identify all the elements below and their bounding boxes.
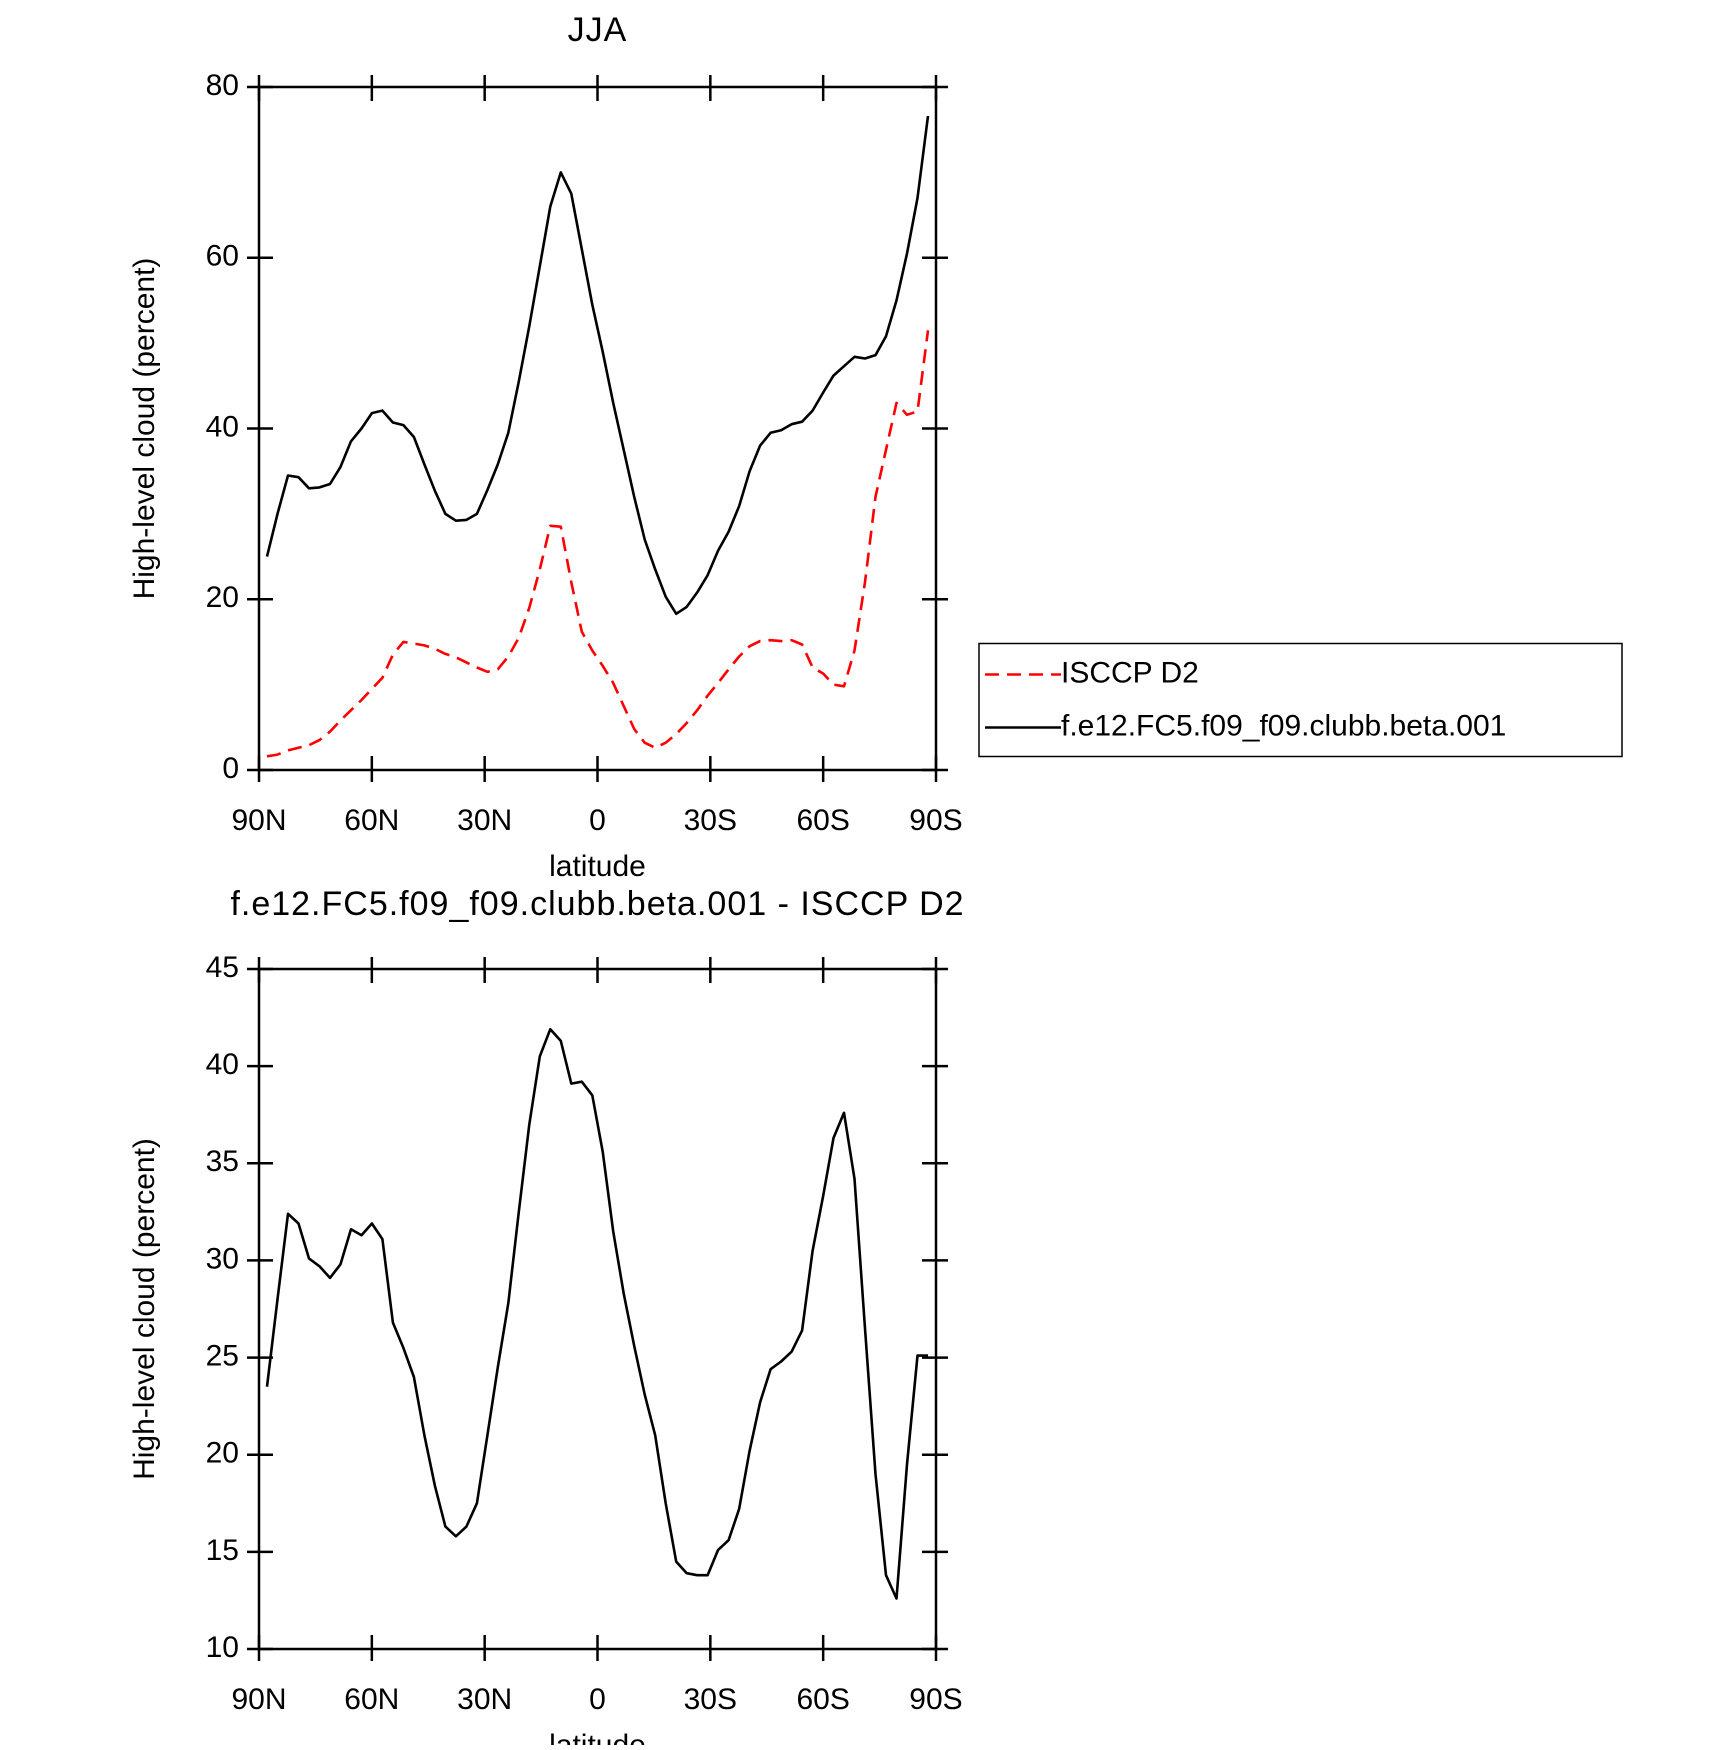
y-tick-label: 15 [206, 1534, 239, 1567]
x-tick-label: 60S [796, 804, 849, 837]
y-tick-label: 40 [206, 1048, 239, 1081]
x-tick-label: 60S [796, 1683, 849, 1716]
y-tick-label: 40 [206, 410, 239, 443]
x-axis-label: latitude [549, 1729, 646, 1745]
legend-label: f.e12.FC5.f09_f09.clubb.beta.001 [1061, 709, 1506, 742]
x-tick-label: 60N [344, 1683, 399, 1716]
y-axis-label: High-level cloud (percent) [128, 1138, 161, 1480]
y-axis-label: High-level cloud (percent) [128, 258, 161, 600]
plot-frame [257, 967, 938, 1651]
series-line [265, 115, 930, 616]
legend-box [978, 642, 1623, 758]
y-tick-label: 30 [206, 1242, 239, 1275]
x-tick-label: 90S [909, 1683, 962, 1716]
y-tick-label: 80 [206, 69, 239, 102]
legend-label: ISCCP D2 [1061, 656, 1199, 689]
chart-title: JJA [568, 11, 628, 49]
y-tick-label: 25 [206, 1339, 239, 1372]
x-tick-label: 0 [589, 804, 606, 837]
x-tick-label: 30N [457, 1683, 512, 1716]
y-tick-label: 10 [206, 1631, 239, 1664]
y-tick-label: 45 [206, 951, 239, 984]
x-tick-label: 30S [684, 1683, 737, 1716]
x-tick-label: 60N [344, 804, 399, 837]
y-tick-label: 20 [206, 581, 239, 614]
y-tick-label: 0 [222, 752, 239, 785]
x-tick-label: 90N [231, 1683, 286, 1716]
chart-title: f.e12.FC5.f09_f09.clubb.beta.001 - ISCCP… [230, 885, 964, 923]
y-tick-label: 20 [206, 1437, 239, 1470]
x-tick-label: 90N [231, 804, 286, 837]
x-axis-label: latitude [549, 850, 646, 883]
y-tick-label: 60 [206, 240, 239, 273]
x-tick-label: 30S [684, 804, 737, 837]
x-tick-label: 30N [457, 804, 512, 837]
x-tick-label: 0 [589, 1683, 606, 1716]
x-tick-label: 90S [909, 804, 962, 837]
series-line [266, 330, 930, 758]
series-line [265, 1027, 928, 1600]
y-tick-label: 35 [206, 1145, 239, 1178]
